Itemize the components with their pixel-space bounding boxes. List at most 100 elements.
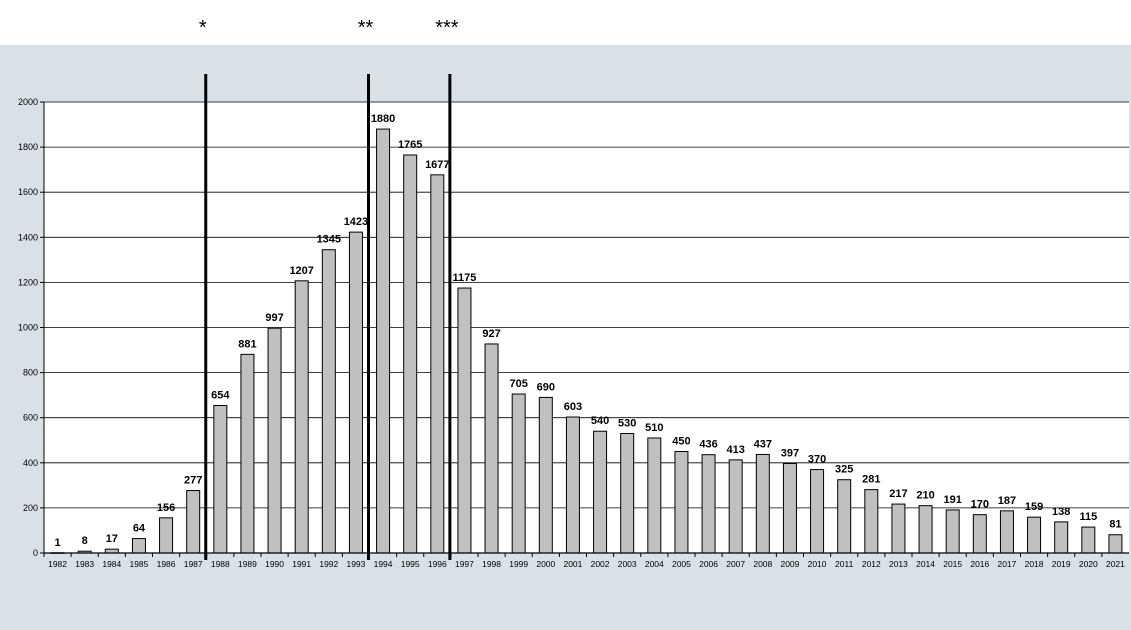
- bar: [240, 353, 255, 554]
- bar: [348, 231, 363, 554]
- data-label: 325: [835, 464, 853, 476]
- y-tick-label: 200: [23, 503, 38, 513]
- data-label: 705: [510, 378, 528, 390]
- data-label: 1: [55, 537, 61, 549]
- data-label: 436: [699, 439, 717, 451]
- data-label: 64: [133, 523, 146, 535]
- bar: [1081, 526, 1096, 554]
- data-label: 8: [82, 535, 88, 547]
- data-label: 217: [889, 488, 907, 500]
- bar: [674, 451, 689, 554]
- data-label: 17: [106, 533, 118, 545]
- y-tick-label: 400: [23, 458, 38, 468]
- bar: [294, 280, 309, 554]
- x-tick-label: 1994: [374, 559, 393, 569]
- data-label: 881: [238, 338, 256, 350]
- x-tick-label: 2013: [889, 559, 908, 569]
- x-tick-label: 2012: [862, 559, 881, 569]
- x-tick-label: 1991: [292, 559, 311, 569]
- bar: [810, 469, 825, 554]
- bar: [484, 343, 499, 554]
- bar: [213, 405, 228, 554]
- period-marker-label: **: [358, 17, 374, 39]
- bar: [267, 327, 282, 554]
- x-tick-label: 2019: [1052, 559, 1071, 569]
- x-tick-label: 1989: [238, 559, 257, 569]
- x-tick-label: 1997: [455, 559, 474, 569]
- x-tick-label: 1984: [102, 559, 121, 569]
- data-label: 1207: [289, 265, 313, 277]
- period-markers: * ** ***: [199, 17, 459, 560]
- data-label: 1677: [425, 159, 449, 171]
- x-tick-label: 1987: [184, 559, 203, 569]
- x-tick-label: 1999: [509, 559, 528, 569]
- data-label: 210: [916, 490, 934, 502]
- x-tick-label: 1993: [346, 559, 365, 569]
- y-axis-ticks: 0 200 400 600 800 1000 1200 1400 1600 1800 2000: [18, 97, 44, 558]
- bar: [755, 453, 770, 554]
- data-label: 437: [754, 438, 772, 450]
- x-tick-label: 1986: [157, 559, 176, 569]
- axes: [43, 102, 1129, 554]
- y-tick-label: 0: [33, 548, 38, 558]
- bar: [1108, 534, 1123, 554]
- bar: [701, 454, 716, 554]
- bar: [782, 462, 797, 554]
- period-marker-label: ***: [435, 17, 459, 39]
- x-tick-label: 2010: [808, 559, 827, 569]
- data-label: 156: [157, 502, 175, 514]
- bar: [999, 510, 1014, 554]
- x-tick-label: 2008: [753, 559, 772, 569]
- bar: [837, 479, 852, 554]
- data-label: 413: [727, 444, 745, 456]
- bar: [918, 505, 933, 554]
- bar: [891, 503, 906, 554]
- bar: [647, 437, 662, 554]
- x-tick-label: 2011: [835, 559, 854, 569]
- bar: [864, 489, 879, 554]
- data-label: 397: [781, 447, 799, 459]
- bar: [593, 430, 608, 554]
- bar: [1027, 516, 1042, 554]
- x-tick-label: 2021: [1106, 559, 1125, 569]
- x-tick-label: 1983: [75, 559, 94, 569]
- data-label: 927: [482, 328, 500, 340]
- gridlines: [44, 101, 1129, 554]
- bar: [457, 287, 472, 554]
- x-tick-label: 2007: [726, 559, 745, 569]
- x-tick-label: 2015: [943, 559, 962, 569]
- data-label: 191: [944, 494, 962, 506]
- data-label: 450: [672, 436, 690, 448]
- y-tick-label: 2000: [18, 97, 38, 107]
- data-label: 159: [1025, 501, 1043, 513]
- data-label: 997: [265, 312, 283, 324]
- data-label: 690: [537, 381, 555, 393]
- x-tick-label: 2020: [1079, 559, 1098, 569]
- period-marker-label: *: [199, 17, 207, 39]
- bar: [159, 517, 174, 554]
- x-tick-label: 1996: [428, 559, 447, 569]
- bar: [538, 396, 553, 554]
- x-tick-label: 2001: [563, 559, 582, 569]
- bar: [376, 128, 391, 554]
- x-tick-label: 2014: [916, 559, 935, 569]
- data-label: 115: [1079, 511, 1097, 523]
- bar: [131, 538, 146, 554]
- x-tick-label: 1990: [265, 559, 284, 569]
- y-tick-label: 1200: [18, 277, 38, 287]
- data-label: 1880: [371, 113, 395, 125]
- bar: [430, 174, 445, 554]
- data-label: 654: [211, 390, 230, 402]
- bar: [1054, 521, 1069, 554]
- bar: [728, 459, 743, 554]
- bar: [403, 154, 418, 554]
- data-label: 530: [618, 417, 636, 429]
- data-label: 1345: [317, 234, 341, 246]
- bars: [50, 128, 1123, 554]
- data-label: 603: [564, 401, 582, 413]
- y-tick-label: 600: [23, 413, 38, 423]
- y-tick-label: 1000: [18, 323, 38, 333]
- data-label: 170: [971, 499, 989, 511]
